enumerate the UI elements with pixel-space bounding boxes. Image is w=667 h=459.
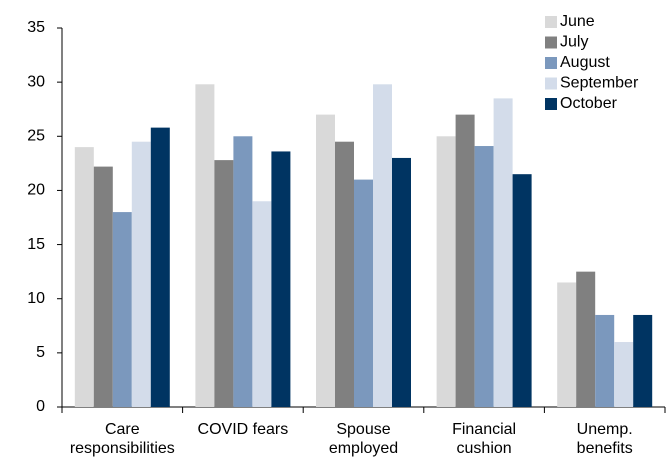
y-tick-label: 0 (36, 398, 45, 415)
bar (557, 282, 577, 407)
y-tick-label: 25 (27, 128, 45, 145)
legend-label: July (560, 34, 588, 51)
x-tick-label: Financial cushion (452, 421, 516, 457)
bar (373, 84, 392, 408)
legend-label: August (560, 54, 610, 71)
bar (112, 212, 132, 407)
y-tick-label: 20 (27, 182, 45, 199)
bar (214, 160, 234, 407)
bar (271, 151, 291, 407)
legend-swatch (545, 36, 557, 49)
bar (493, 98, 513, 407)
y-tick-label: 15 (27, 236, 45, 253)
bar (195, 84, 215, 408)
bar (633, 314, 653, 407)
legend-swatch (545, 77, 557, 90)
bar (595, 314, 615, 407)
bar (392, 157, 411, 407)
bar (74, 147, 94, 407)
bar (354, 179, 373, 407)
legend-swatch (545, 16, 557, 28)
bar (455, 114, 475, 407)
y-tick-label: 30 (27, 73, 45, 90)
x-tick-label: Care responsibilities (70, 421, 175, 457)
x-tick-label: Spouse employed (329, 421, 398, 457)
legend-label: October (560, 95, 618, 112)
x-tick-label: Unemp. benefits (577, 421, 633, 457)
legend-swatch (545, 57, 557, 69)
bar (233, 136, 253, 408)
bar (474, 146, 494, 407)
legend-label: June (560, 13, 595, 30)
bar (131, 141, 151, 407)
bar (576, 271, 596, 407)
y-tick-label: 5 (36, 344, 45, 361)
bar (316, 114, 335, 407)
y-tick-label: 10 (27, 290, 45, 307)
legend-label: September (560, 75, 639, 92)
bar (614, 342, 634, 407)
y-tick-label: 35 (27, 19, 45, 36)
bar (335, 141, 354, 407)
bar (512, 174, 532, 407)
x-tick-label: COVID fears (198, 421, 289, 438)
bar (252, 201, 272, 407)
legend-swatch (545, 98, 557, 110)
bar (93, 166, 113, 407)
bar (150, 127, 170, 407)
bar (436, 136, 456, 408)
